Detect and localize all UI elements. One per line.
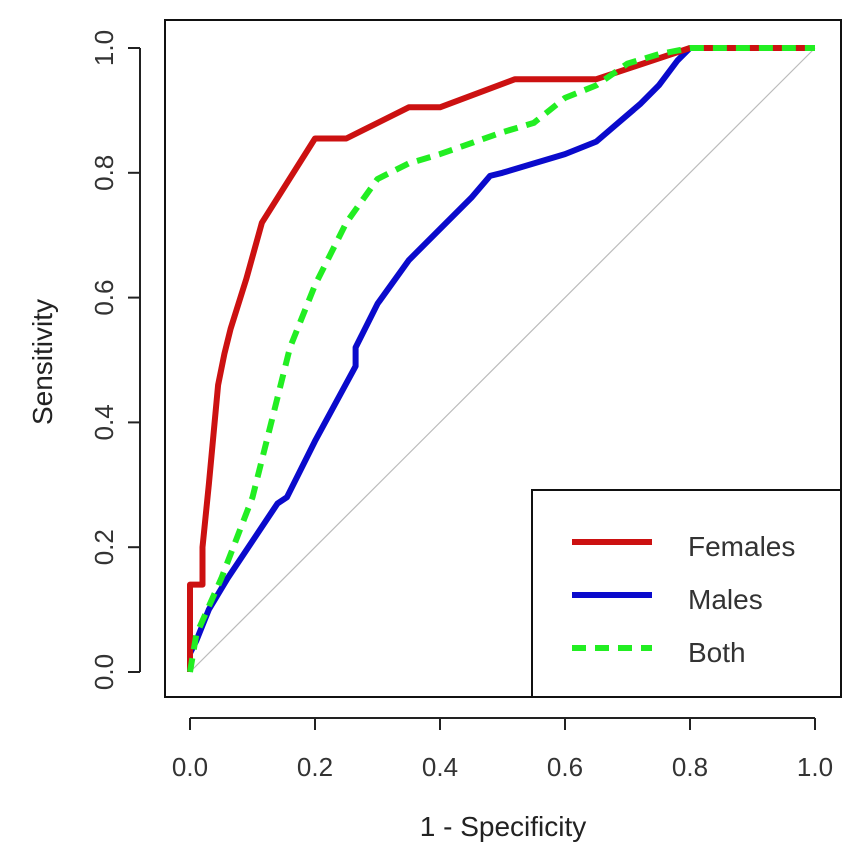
- x-tick-label: 0.0: [172, 752, 208, 782]
- series-line-females: [187, 45, 815, 672]
- axes: 0.0 0.2 0.4 0.6 0.8 1.0 0.0 0.2 0.4 0.6 0.8 1.0: [89, 30, 833, 782]
- legend-label-females: Females: [688, 531, 795, 562]
- x-tick-label: 1.0: [797, 752, 833, 782]
- x-axis-title: 1 - Specificity: [420, 811, 587, 842]
- legend: Females Males Both: [531, 489, 842, 698]
- series-line-males: [187, 45, 815, 672]
- plot-area-frame: [164, 19, 842, 698]
- x-tick-label: 0.8: [672, 752, 708, 782]
- series-line-both: [187, 45, 815, 673]
- y-tick-label: 0.2: [89, 529, 119, 565]
- y-tick-label: 0.6: [89, 280, 119, 316]
- reference-diagonal-line: [189, 47, 816, 673]
- legend-label-males: Males: [688, 584, 763, 615]
- x-tick-label: 0.2: [297, 752, 333, 782]
- plot-marks: [187, 45, 816, 673]
- y-tick-label: 0.4: [89, 404, 119, 440]
- x-tick-label: 0.6: [547, 752, 583, 782]
- y-tick-label: 1.0: [89, 30, 119, 66]
- legend-label-both: Both: [688, 637, 746, 668]
- x-tick-label: 0.4: [422, 752, 458, 782]
- y-tick-label: 0.0: [89, 654, 119, 690]
- y-tick-label: 0.8: [89, 155, 119, 191]
- y-axis-title: Sensitivity: [27, 299, 58, 425]
